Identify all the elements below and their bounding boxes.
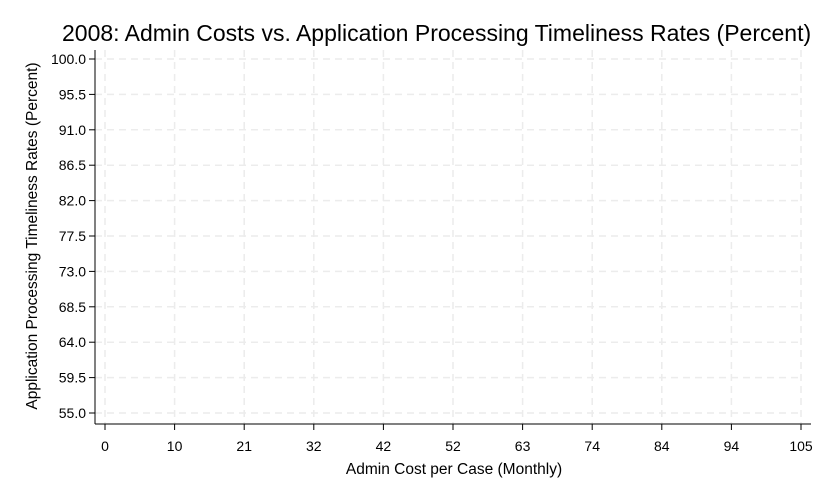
chart-title: 2008: Admin Costs vs. Application Proces… xyxy=(62,20,811,46)
y-tick-label: 82.0 xyxy=(59,193,86,209)
y-tick-label: 86.5 xyxy=(59,157,86,173)
x-tick-label: 32 xyxy=(306,438,322,454)
x-tick-label: 52 xyxy=(445,438,461,454)
x-tick-label: 0 xyxy=(101,438,109,454)
x-tick-label: 63 xyxy=(515,438,531,454)
y-axis-label: Application Processing Timeliness Rates … xyxy=(24,62,41,409)
grid-lines xyxy=(95,50,803,424)
y-tick-label: 68.5 xyxy=(59,299,86,315)
y-tick-label: 77.5 xyxy=(59,228,86,244)
y-tick-label: 95.5 xyxy=(59,86,86,102)
y-tick-label: 73.0 xyxy=(59,263,86,279)
x-axis-label: Admin Cost per Case (Monthly) xyxy=(346,461,562,478)
y-tick-label: 55.0 xyxy=(59,405,86,421)
y-tick-label: 100.0 xyxy=(51,51,86,67)
x-tick-label: 94 xyxy=(724,438,740,454)
y-tick-label: 59.5 xyxy=(59,370,86,386)
x-tick-label: 21 xyxy=(236,438,252,454)
y-tick-label: 64.0 xyxy=(59,334,86,350)
x-tick-label: 105 xyxy=(789,438,813,454)
x-tick-label: 84 xyxy=(654,438,670,454)
x-tick-label: 42 xyxy=(376,438,392,454)
y-axis-ticks: 100.0 95.5 91.0 86.5 82.0 77.5 73.0 68.5 64.0 59.… xyxy=(51,51,95,421)
y-tick-label: 91.0 xyxy=(59,122,86,138)
x-tick-label: 74 xyxy=(584,438,600,454)
x-tick-label: 10 xyxy=(167,438,183,454)
x-axis-ticks: 0 10 21 32 42 52 63 74 84 94 105 xyxy=(101,424,813,454)
